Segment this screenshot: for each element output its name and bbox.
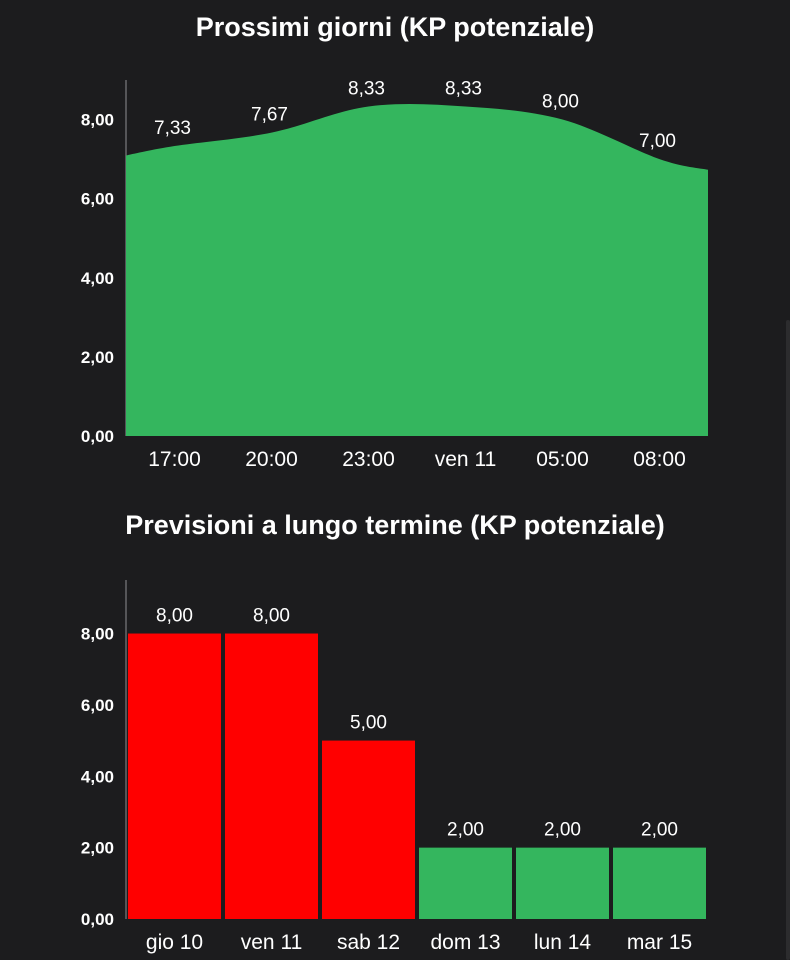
x-tick-label: 17:00: [148, 448, 201, 471]
area-series: [126, 103, 708, 436]
x-tick-label: gio 10: [146, 931, 203, 954]
data-label: 2,00: [544, 820, 581, 841]
bar: [419, 847, 512, 919]
area-chart-prossimi-giorni: 0,00 2,00 4,00 6,00 8,00 7,33 17:00 7,67 20:00 8,…: [81, 79, 708, 471]
y-tick-label: 2,00: [81, 839, 114, 858]
x-tick-label: dom 13: [430, 931, 500, 954]
data-label: 5,00: [350, 713, 387, 734]
x-tick-label: ven 11: [241, 931, 303, 954]
x-tick-label: 08:00: [633, 448, 686, 471]
y-tick-label: 4,00: [81, 767, 114, 786]
scrollbar[interactable]: [786, 320, 790, 960]
chart-title: Prossimi giorni (KP potenziale): [195, 12, 595, 42]
data-label: 7,33: [154, 118, 191, 139]
x-tick-label: 20:00: [245, 448, 298, 471]
bar: [322, 740, 415, 919]
data-label: 8,00: [253, 606, 290, 627]
y-tick-label: 6,00: [81, 696, 114, 715]
data-label: 8,33: [348, 79, 385, 100]
chart-title: Previsioni a lungo termine (KP potenzial…: [125, 510, 665, 540]
bar: [128, 633, 221, 919]
y-tick-label: 8,00: [81, 111, 114, 130]
y-tick-label: 8,00: [81, 625, 114, 644]
data-label: 7,67: [251, 105, 288, 126]
data-label: 2,00: [447, 820, 484, 841]
x-tick-label: lun 14: [534, 931, 592, 954]
bar: [613, 847, 706, 919]
data-label: 8,00: [542, 92, 579, 113]
bar: [516, 847, 609, 919]
data-label: 7,00: [639, 131, 676, 152]
bar: [225, 633, 318, 919]
data-label: 8,00: [156, 606, 193, 627]
y-tick-label: 2,00: [81, 348, 114, 367]
x-tick-label: 05:00: [536, 448, 589, 471]
x-tick-label: sab 12: [337, 931, 400, 954]
data-label: 2,00: [641, 820, 678, 841]
x-tick-label: mar 15: [627, 931, 692, 954]
y-tick-label: 4,00: [81, 269, 114, 288]
y-tick-label: 0,00: [81, 910, 114, 929]
x-tick-label: 23:00: [342, 448, 395, 471]
y-tick-label: 0,00: [81, 427, 114, 446]
y-tick-label: 6,00: [81, 190, 114, 209]
data-label: 8,33: [445, 79, 482, 100]
x-tick-label: ven 11: [435, 448, 497, 471]
bar-chart-previsioni-lungo-termine: 0,00 2,00 4,00 6,00 8,00 8,00 gio 10 8,00 ven 11…: [81, 580, 706, 954]
